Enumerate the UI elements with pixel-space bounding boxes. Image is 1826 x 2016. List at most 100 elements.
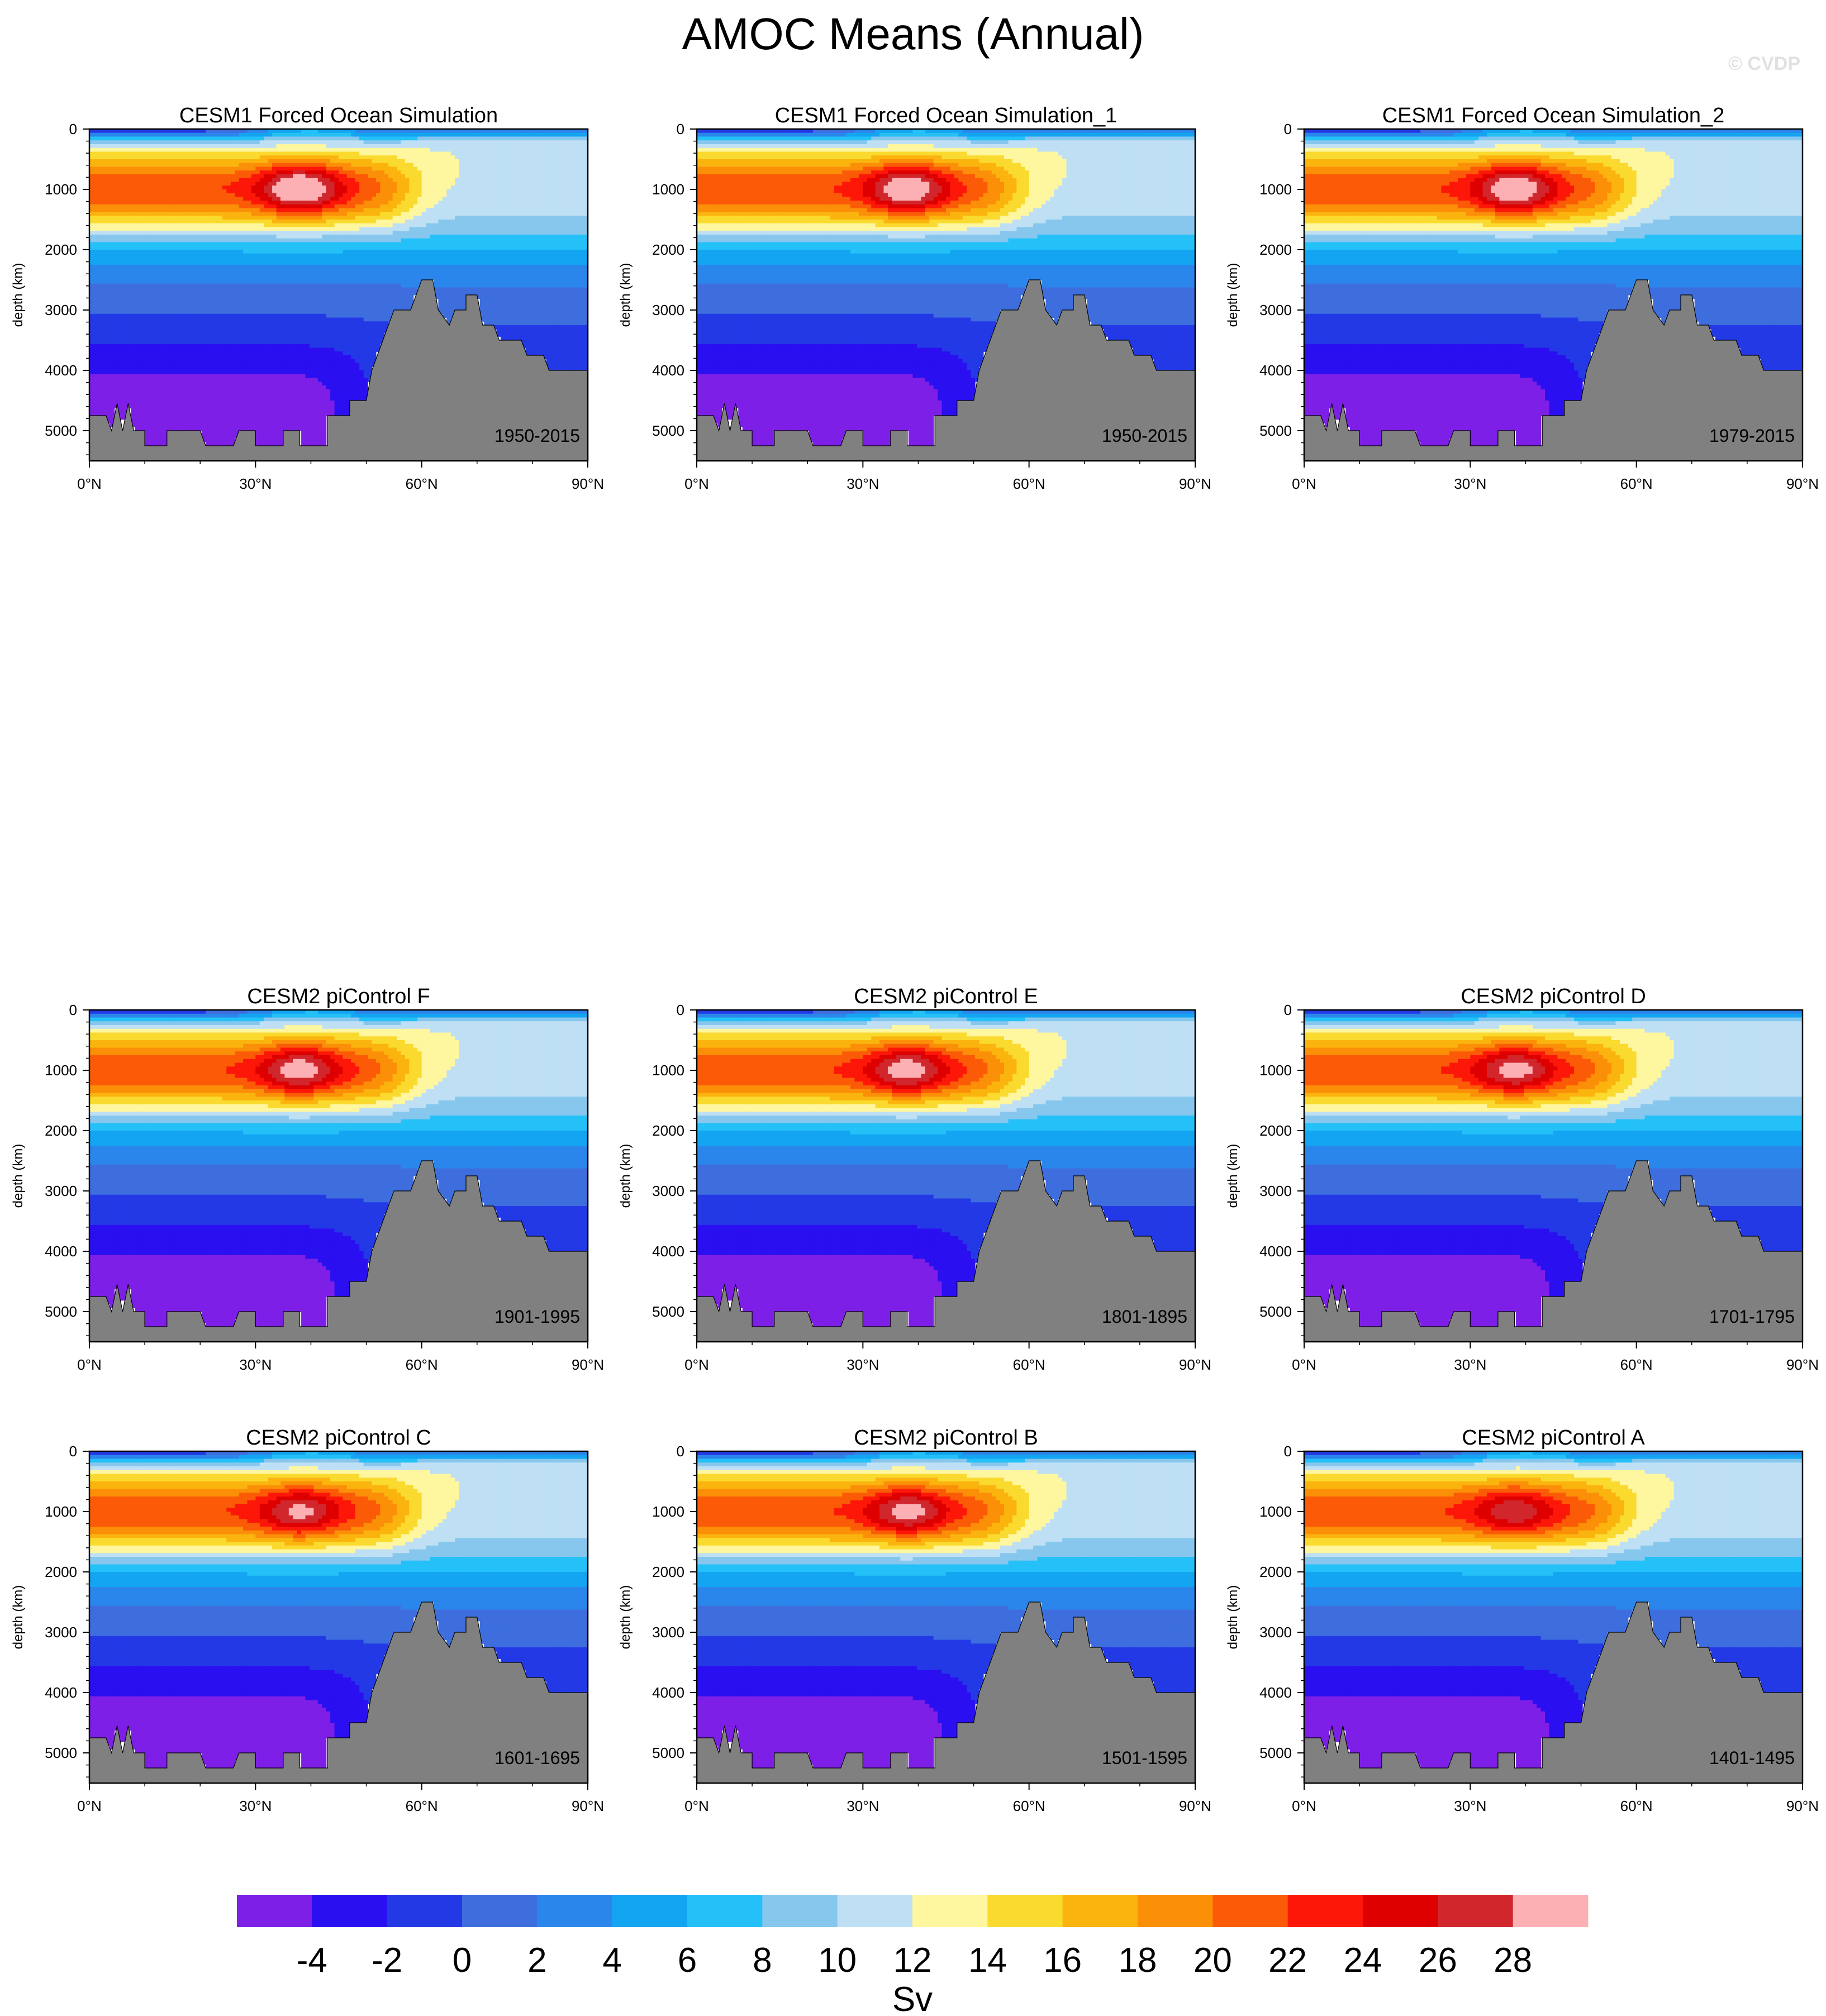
amoc-contour-field xyxy=(697,1010,1196,1342)
colorbar-tick-label: -2 xyxy=(372,1941,402,1980)
x-tick-label: 90°N xyxy=(572,1798,604,1814)
y-tick-label: 5000 xyxy=(45,422,77,439)
x-tick-label: 60°N xyxy=(1013,1356,1045,1373)
colorbar-swatch xyxy=(1513,1895,1589,1927)
y-tick-label: 5000 xyxy=(45,1303,77,1320)
y-tick-label: 1000 xyxy=(45,181,77,198)
y-axis-label: depth (km) xyxy=(11,1144,26,1208)
y-tick-label: 5000 xyxy=(652,1303,684,1320)
x-tick-label: 30°N xyxy=(1454,475,1486,492)
y-axis-label: depth (km) xyxy=(1225,1585,1240,1650)
cvdp-watermark: © CVDP xyxy=(1728,53,1800,74)
x-tick-label: 90°N xyxy=(1786,1798,1819,1814)
y-axis-label: depth (km) xyxy=(618,1585,633,1650)
amoc-contour-field xyxy=(89,129,588,461)
colorbar-tick-label: 2 xyxy=(527,1941,546,1980)
colorbar-swatch xyxy=(838,1895,913,1927)
x-tick-label: 60°N xyxy=(406,1798,438,1814)
y-tick-label: 4000 xyxy=(45,362,77,379)
y-tick-label: 5000 xyxy=(45,1745,77,1761)
amoc-contour-field xyxy=(697,129,1196,461)
x-tick-label: 60°N xyxy=(406,1356,438,1373)
period-label: 1701-1795 xyxy=(1709,1307,1795,1327)
y-tick-label: 1000 xyxy=(652,1503,684,1520)
y-axis-label: depth (km) xyxy=(11,263,26,327)
x-tick-label: 0°N xyxy=(684,1356,709,1373)
y-tick-label: 2000 xyxy=(652,241,684,258)
colorbar-tick-label: 4 xyxy=(602,1941,621,1980)
x-tick-label: 60°N xyxy=(1620,1798,1653,1814)
amoc-contour-field xyxy=(89,1451,588,1783)
y-tick-label: 3000 xyxy=(652,1183,684,1199)
panel-title: CESM1 Forced Ocean Simulation_2 xyxy=(1382,104,1725,127)
x-tick-label: 0°N xyxy=(1292,1356,1316,1373)
x-tick-label: 30°N xyxy=(1454,1356,1486,1373)
y-tick-label: 0 xyxy=(69,1443,77,1460)
colorbar-tick-label: 14 xyxy=(968,1941,1007,1980)
y-tick-label: 4000 xyxy=(652,362,684,379)
x-tick-label: 60°N xyxy=(1620,1356,1653,1373)
y-tick-label: 0 xyxy=(677,1002,684,1018)
panel-3: CESM1 Forced Ocean Simulation_21979-2015… xyxy=(1225,104,1819,492)
period-label: 1950-2015 xyxy=(1102,426,1187,446)
colorbar-tick-label: 12 xyxy=(893,1941,932,1980)
y-tick-label: 4000 xyxy=(652,1684,684,1701)
colorbar-swatch xyxy=(237,1895,312,1927)
y-tick-label: 5000 xyxy=(1259,1745,1292,1761)
colorbar-swatch xyxy=(1212,1895,1288,1927)
x-tick-label: 90°N xyxy=(1786,1356,1819,1373)
x-tick-label: 30°N xyxy=(847,1356,879,1373)
x-tick-label: 90°N xyxy=(1786,475,1819,492)
y-tick-label: 2000 xyxy=(45,241,77,258)
colorbar-tick-label: 6 xyxy=(678,1941,697,1980)
amoc-contour-field xyxy=(89,1010,588,1342)
colorbar-tick-label: 20 xyxy=(1193,1941,1232,1980)
colorbar-swatch xyxy=(987,1895,1063,1927)
colorbar-swatch xyxy=(762,1895,838,1927)
colorbar-swatch xyxy=(387,1895,463,1927)
y-axis-label: depth (km) xyxy=(618,1144,633,1208)
colorbar-tick-label: 16 xyxy=(1043,1941,1082,1980)
x-tick-label: 90°N xyxy=(572,1356,604,1373)
panel-title: CESM2 piControl C xyxy=(246,1426,431,1450)
panel-title: CESM2 piControl B xyxy=(854,1426,1038,1450)
y-tick-label: 2000 xyxy=(1259,1122,1292,1139)
y-tick-label: 3000 xyxy=(1259,302,1292,318)
y-tick-label: 0 xyxy=(677,1443,684,1460)
x-tick-label: 30°N xyxy=(239,475,272,492)
y-tick-label: 4000 xyxy=(1259,1684,1292,1701)
y-tick-label: 4000 xyxy=(45,1684,77,1701)
y-axis-label: depth (km) xyxy=(618,263,633,327)
y-tick-label: 1000 xyxy=(45,1503,77,1520)
y-tick-label: 0 xyxy=(1284,121,1292,137)
panel-1: CESM1 Forced Ocean Simulation1950-2015de… xyxy=(11,104,604,492)
y-tick-label: 4000 xyxy=(652,1243,684,1260)
y-tick-label: 2000 xyxy=(1259,241,1292,258)
x-tick-label: 90°N xyxy=(1179,1798,1211,1814)
y-tick-label: 0 xyxy=(1284,1002,1292,1018)
y-tick-label: 2000 xyxy=(652,1564,684,1580)
y-tick-label: 1000 xyxy=(45,1062,77,1079)
period-label: 1801-1895 xyxy=(1102,1307,1187,1327)
panel-2: CESM1 Forced Ocean Simulation_11950-2015… xyxy=(618,104,1211,492)
y-tick-label: 1000 xyxy=(652,181,684,198)
y-tick-label: 0 xyxy=(1284,1443,1292,1460)
colorbar-swatch xyxy=(687,1895,763,1927)
y-tick-label: 0 xyxy=(69,121,77,137)
y-tick-label: 3000 xyxy=(652,302,684,318)
x-tick-label: 90°N xyxy=(572,475,604,492)
x-tick-label: 30°N xyxy=(847,475,879,492)
y-tick-label: 2000 xyxy=(1259,1564,1292,1580)
x-tick-label: 60°N xyxy=(1013,1798,1045,1814)
panel-title: CESM2 piControl D xyxy=(1461,985,1646,1008)
colorbar-swatch xyxy=(912,1895,988,1927)
x-tick-label: 30°N xyxy=(239,1356,272,1373)
y-tick-label: 3000 xyxy=(1259,1183,1292,1199)
y-tick-label: 2000 xyxy=(652,1122,684,1139)
y-axis-label: depth (km) xyxy=(1225,263,1240,327)
y-tick-label: 4000 xyxy=(1259,362,1292,379)
amoc-contour-field xyxy=(697,1451,1196,1783)
